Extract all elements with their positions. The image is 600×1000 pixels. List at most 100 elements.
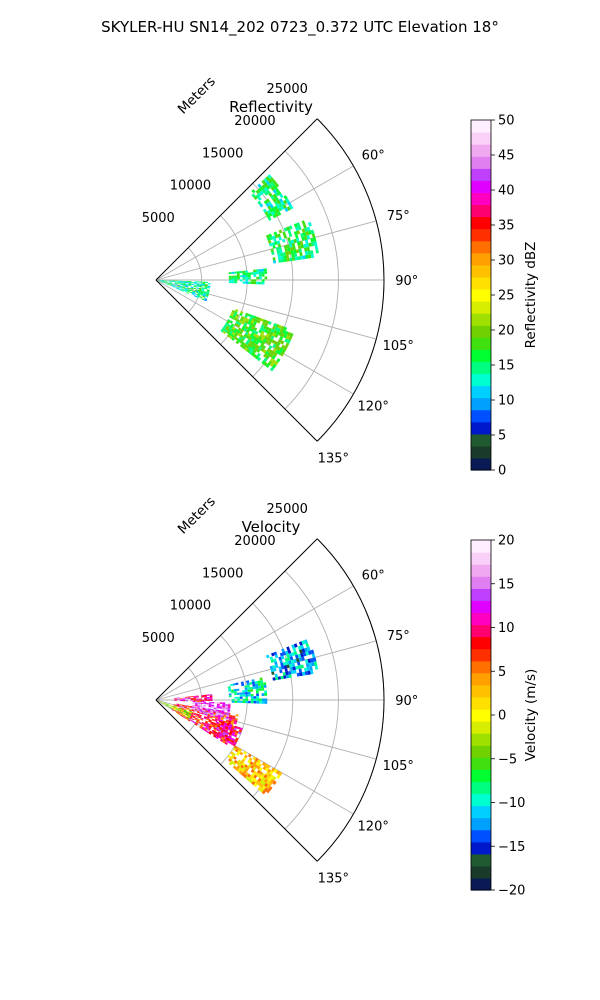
echo-gate <box>169 283 172 285</box>
echo-gate <box>165 705 169 707</box>
echo-gate <box>168 284 172 287</box>
echo-gate <box>194 707 198 709</box>
echo-gate <box>211 718 215 722</box>
echo-gate <box>197 705 201 707</box>
echo-gate <box>198 716 202 719</box>
echo-gate <box>301 220 306 225</box>
echo-gate <box>193 285 197 287</box>
echo-gate <box>161 281 164 283</box>
echo-gate <box>271 350 276 356</box>
echo-gate <box>261 281 265 285</box>
sector-edge <box>155 699 318 862</box>
echo-gate <box>251 317 256 322</box>
colorbar-segment <box>471 588 491 601</box>
echo-gate <box>306 226 311 232</box>
echo-gate <box>285 674 290 679</box>
echo-gate <box>178 706 182 708</box>
echo-gate <box>247 753 252 758</box>
echo-gate <box>285 335 290 340</box>
echo-gate <box>198 711 202 714</box>
colorbar-segment <box>471 781 491 795</box>
colorbar-segment <box>471 313 491 326</box>
echo-gate <box>272 260 277 264</box>
colorbar-segment <box>471 576 491 589</box>
echo-gate <box>199 710 203 712</box>
echo-gate <box>259 186 264 191</box>
colorbar-segment <box>471 120 491 133</box>
echo-gate <box>199 285 203 288</box>
echo-gate <box>230 323 235 327</box>
echo-gate <box>199 712 203 715</box>
echo-gate <box>283 258 287 262</box>
echo-gate <box>265 176 270 181</box>
echo-gate <box>298 641 303 646</box>
sector-arc <box>316 538 385 862</box>
echo-gate <box>227 706 231 709</box>
echo-gate <box>240 764 245 769</box>
echo-gate <box>292 647 297 653</box>
echo-gate <box>264 271 268 274</box>
echo-gate <box>274 234 279 239</box>
echo-gate <box>221 728 225 732</box>
echo-gate <box>239 692 243 695</box>
echo-gate <box>278 331 283 337</box>
echo-gate <box>263 357 268 362</box>
echo-gate <box>231 281 235 284</box>
echo-gate <box>171 284 175 287</box>
echo-gate <box>184 709 188 711</box>
echo-gate <box>176 711 179 714</box>
echo-gate <box>293 238 297 243</box>
echo-gate <box>277 339 282 344</box>
echo-gate <box>284 207 289 212</box>
echo-gate <box>304 227 308 233</box>
echo-gate <box>179 286 183 289</box>
echo-gate <box>218 713 222 716</box>
echo-gate <box>225 327 229 331</box>
echo-gate <box>222 703 226 706</box>
echo-gate <box>234 281 238 284</box>
echo-gate <box>281 665 285 670</box>
sector-arc <box>316 118 385 442</box>
echo-gate <box>251 326 255 330</box>
echo-gate <box>245 318 250 322</box>
echo-gate <box>212 725 216 728</box>
echo-gate <box>297 225 302 231</box>
echo-gate <box>188 281 192 283</box>
echo-gate <box>220 724 224 728</box>
echo-gate <box>281 238 286 243</box>
echo-gate <box>279 193 284 199</box>
echo-gate <box>274 196 279 202</box>
echo-gate <box>242 345 246 350</box>
echo-gate <box>289 204 294 210</box>
echo-gate <box>234 739 238 743</box>
echo-gate <box>215 713 219 717</box>
echo-gate <box>176 286 180 288</box>
echo-gate <box>297 645 302 651</box>
echo-gate <box>242 277 246 280</box>
echo-gate <box>168 704 172 706</box>
radial-axis-label: Meters <box>175 494 219 538</box>
echo-gate <box>233 721 237 725</box>
echo-gate <box>236 324 241 328</box>
echo-gate <box>310 657 314 663</box>
echo-gate <box>176 707 180 709</box>
colorbar-segment <box>471 612 491 626</box>
echo-gate <box>191 282 195 284</box>
azimuth-gridline <box>155 220 377 281</box>
echo-gate <box>255 691 259 694</box>
echo-gate <box>237 338 241 343</box>
echo-gate <box>220 329 224 333</box>
echo-gate <box>297 665 302 670</box>
echo-gate <box>241 683 245 687</box>
echo-gate <box>281 344 286 349</box>
echo-gate <box>254 355 259 360</box>
echo-gate <box>273 340 278 346</box>
echo-gate <box>244 754 248 759</box>
echo-gate <box>270 335 275 340</box>
echo-gate <box>207 712 211 715</box>
echo-gate <box>231 738 236 742</box>
echo-gate <box>209 694 213 696</box>
echo-gate <box>204 284 208 286</box>
radial-tick-label: 10000 <box>170 599 211 614</box>
